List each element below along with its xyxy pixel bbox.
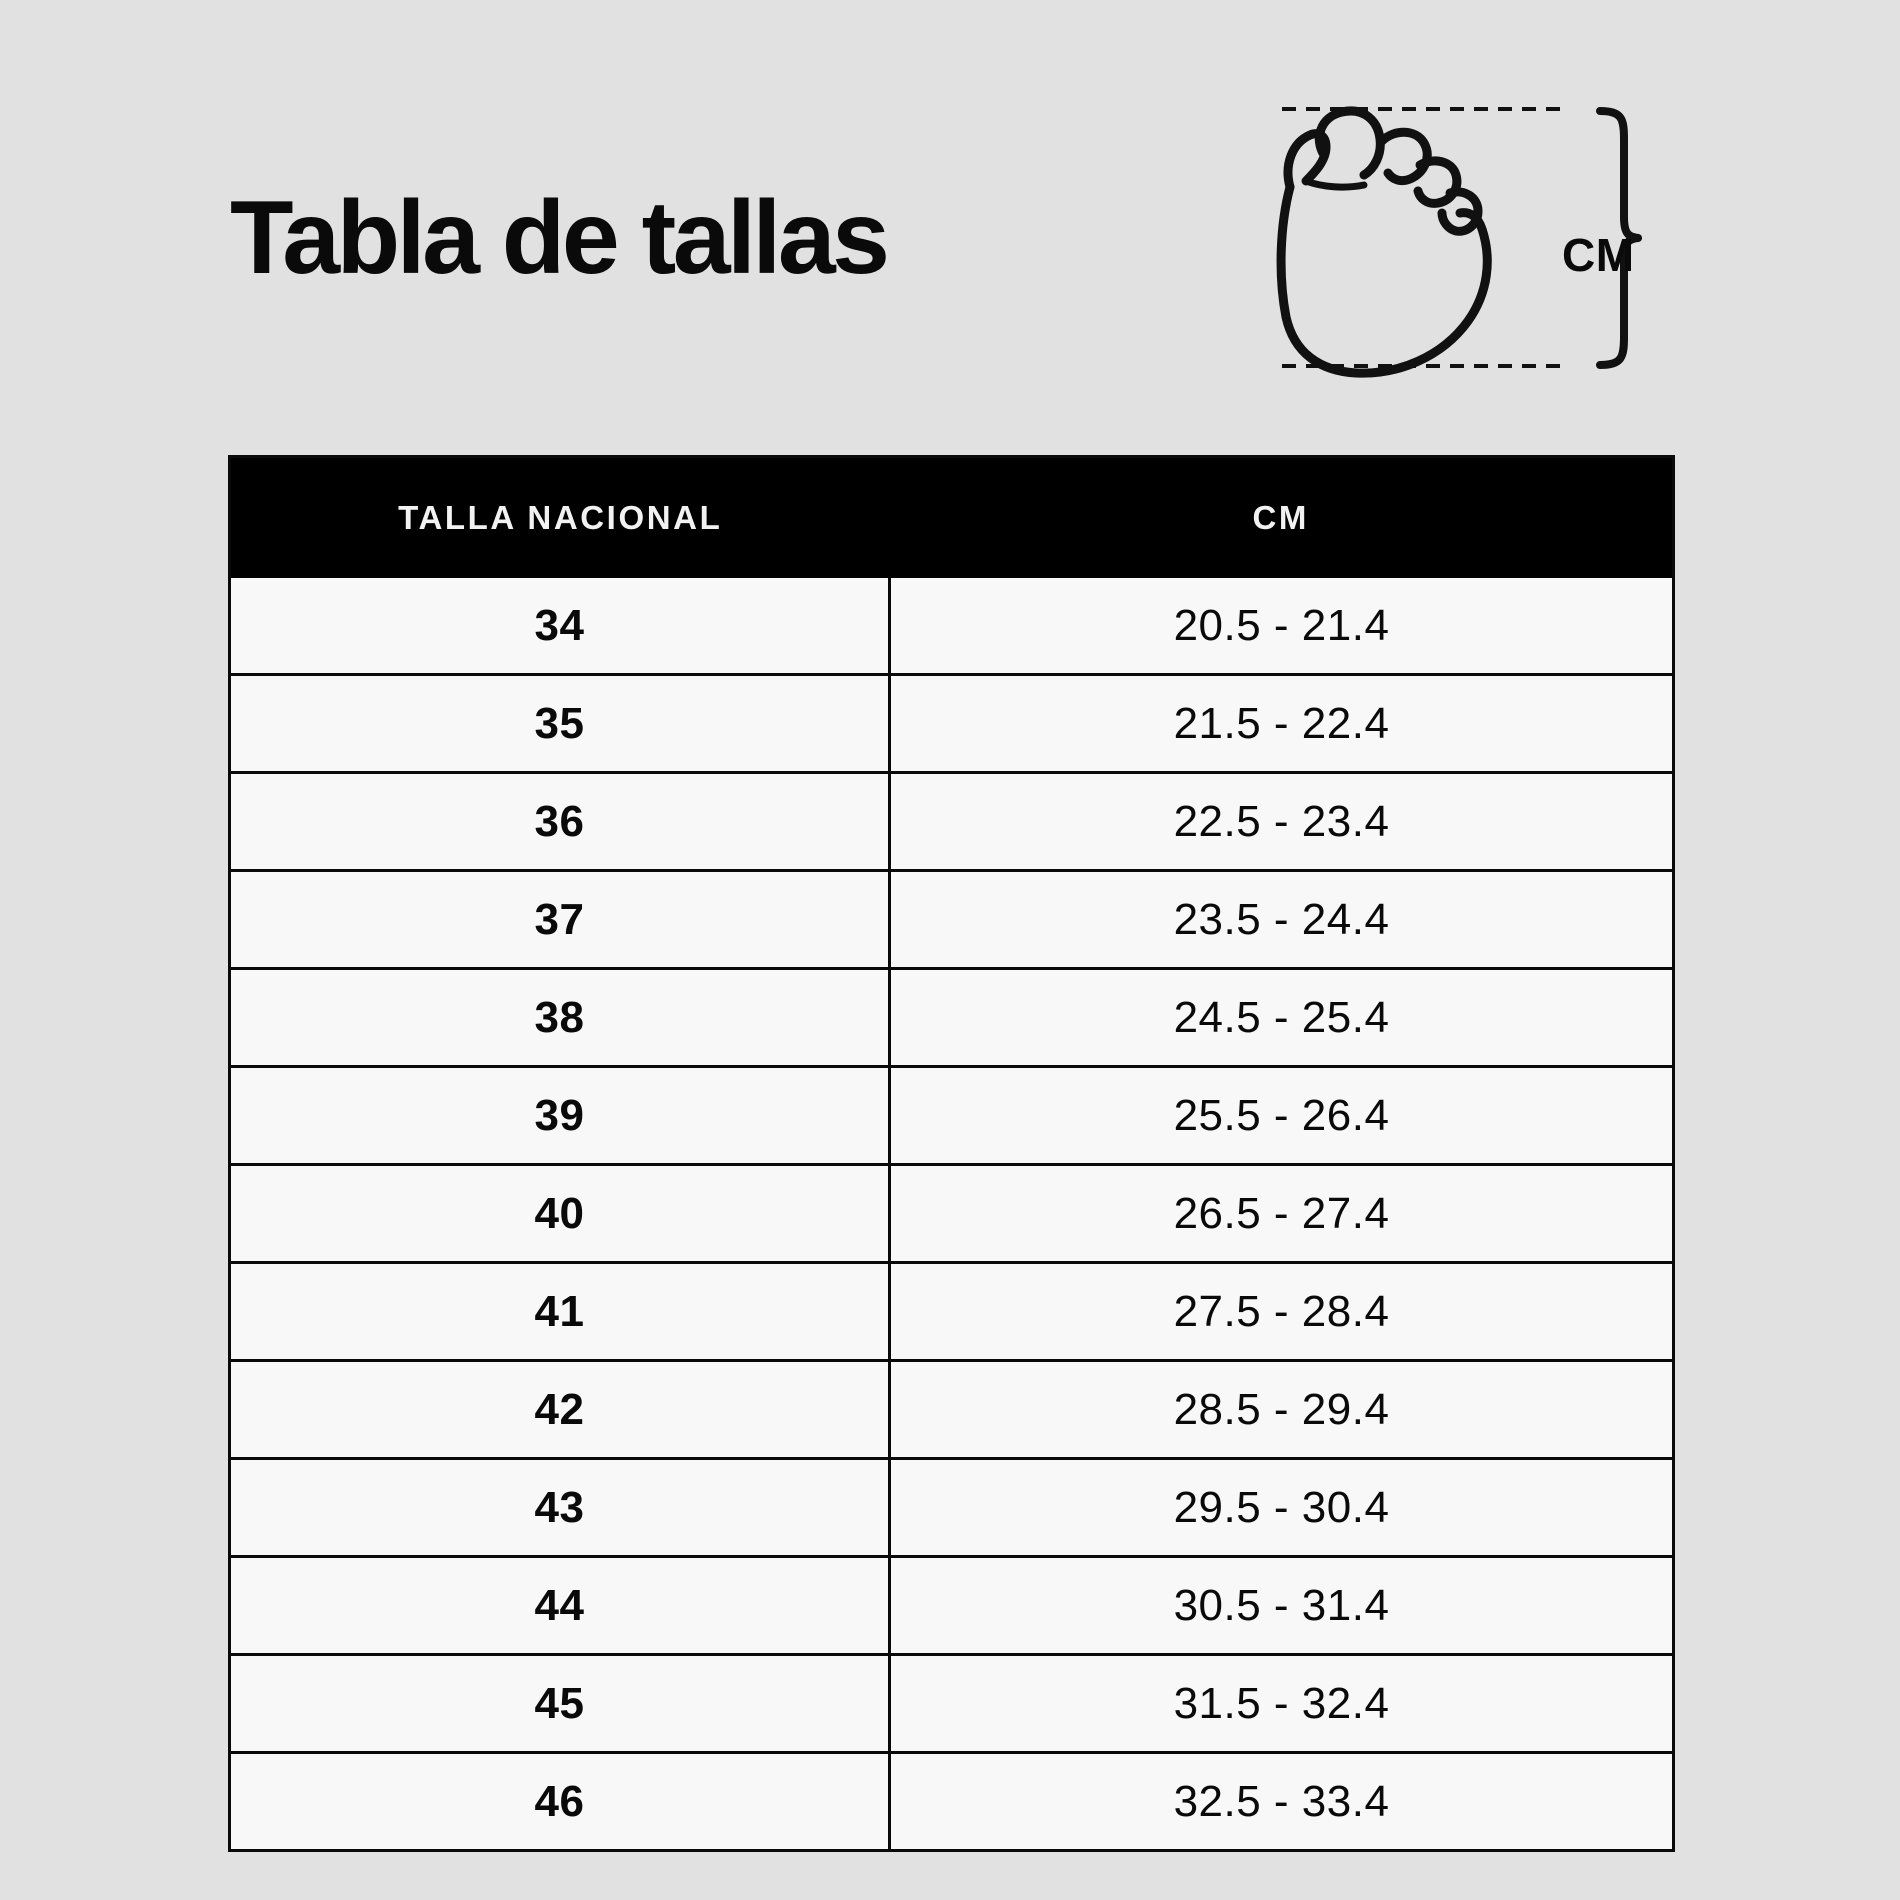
cell-cm: 29.5 - 30.4: [889, 1457, 1674, 1557]
table-row: 37 23.5 - 24.4: [229, 869, 1674, 969]
table-row: 45 31.5 - 32.4: [229, 1653, 1674, 1753]
table-row: 34 20.5 - 21.4: [229, 578, 1674, 675]
cell-cm: 24.5 - 25.4: [889, 967, 1674, 1067]
cell-cm: 30.5 - 31.4: [889, 1555, 1674, 1655]
table-header-row: TALLA NACIONAL CM: [229, 456, 1674, 578]
cell-cm: 21.5 - 22.4: [889, 673, 1674, 773]
cell-talla: 45: [229, 1653, 891, 1753]
table-row: 35 21.5 - 22.4: [229, 673, 1674, 773]
column-header-talla-nacional: TALLA NACIONAL: [229, 456, 890, 578]
cell-talla: 46: [229, 1751, 891, 1851]
table-row: 38 24.5 - 25.4: [229, 967, 1674, 1067]
cell-cm: 28.5 - 29.4: [889, 1359, 1674, 1459]
cell-talla: 41: [229, 1261, 891, 1361]
cell-cm: 27.5 - 28.4: [889, 1261, 1674, 1361]
cm-measure-label: CM: [1562, 229, 1635, 281]
header-area: Tabla de tallas: [0, 0, 1900, 455]
cell-talla: 37: [229, 869, 891, 969]
cell-talla: 39: [229, 1065, 891, 1165]
cell-talla: 36: [229, 771, 891, 871]
table-row: 42 28.5 - 29.4: [229, 1359, 1674, 1459]
cell-cm: 26.5 - 27.4: [889, 1163, 1674, 1263]
foot-sole-icon: [1270, 95, 1690, 380]
table-row: 43 29.5 - 30.4: [229, 1457, 1674, 1557]
cell-talla: 43: [229, 1457, 891, 1557]
cell-talla: 38: [229, 967, 891, 1067]
cell-cm: 32.5 - 33.4: [889, 1751, 1674, 1851]
cell-talla: 34: [229, 578, 891, 675]
table-row: 40 26.5 - 27.4: [229, 1163, 1674, 1263]
cell-cm: 20.5 - 21.4: [889, 578, 1674, 675]
table-row: 44 30.5 - 31.4: [229, 1555, 1674, 1655]
cell-cm: 31.5 - 32.4: [889, 1653, 1674, 1753]
size-chart-table: TALLA NACIONAL CM 34 20.5 - 21.4 35 21.5…: [228, 455, 1675, 1852]
cell-talla: 35: [229, 673, 891, 773]
table-row: 46 32.5 - 33.4: [229, 1751, 1674, 1851]
cell-cm: 23.5 - 24.4: [889, 869, 1674, 969]
cell-cm: 25.5 - 26.4: [889, 1065, 1674, 1165]
page-title: Tabla de tallas: [230, 180, 890, 296]
column-header-cm: CM: [889, 456, 1674, 578]
table-row: 36 22.5 - 23.4: [229, 771, 1674, 871]
cell-talla: 42: [229, 1359, 891, 1459]
cell-cm: 22.5 - 23.4: [889, 771, 1674, 871]
table-body: 34 20.5 - 21.4 35 21.5 - 22.4 36 22.5 - …: [229, 578, 1674, 1851]
table-row: 41 27.5 - 28.4: [229, 1261, 1674, 1361]
table-row: 39 25.5 - 26.4: [229, 1065, 1674, 1165]
cell-talla: 40: [229, 1163, 891, 1263]
cell-talla: 44: [229, 1555, 891, 1655]
